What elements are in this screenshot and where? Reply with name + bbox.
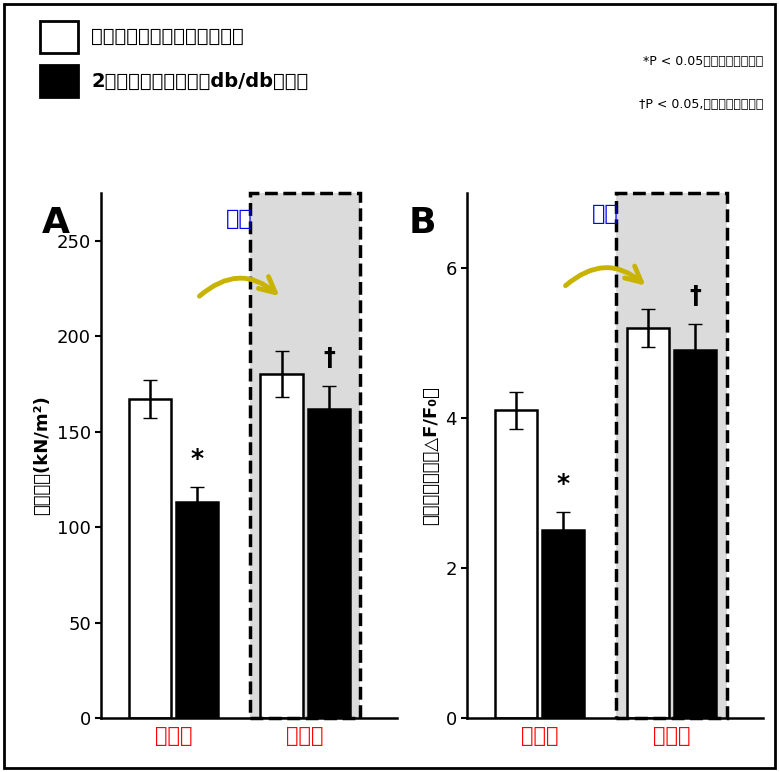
Text: 健康的模型动物（控制小鼠）: 健康的模型动物（控制小鼠）	[91, 27, 244, 46]
Text: *P < 0.05，群组之间的差别: *P < 0.05，群组之间的差别	[643, 56, 763, 68]
Bar	[250, 193, 361, 718]
Bar	[616, 193, 727, 718]
Text: †P < 0.05,与普通群组的比较: †P < 0.05,与普通群组的比较	[639, 98, 763, 110]
Bar	[674, 350, 716, 718]
Text: †: †	[689, 285, 701, 309]
Bar	[626, 328, 668, 718]
Text: 2型糖尿病模型动物（db/db小鼠）: 2型糖尿病模型动物（db/db小鼠）	[91, 72, 308, 90]
Bar	[495, 411, 538, 718]
Bar	[40, 21, 78, 52]
Bar	[250, 193, 361, 718]
Text: 改善: 改善	[226, 209, 253, 229]
Bar	[129, 399, 171, 718]
Y-axis label: 肌肉力量(kN/m²): 肌肉力量(kN/m²)	[33, 395, 51, 516]
Text: *: *	[191, 447, 204, 471]
Bar	[176, 503, 218, 718]
Text: A: A	[42, 206, 70, 240]
Bar	[40, 65, 78, 97]
Bar	[542, 530, 584, 718]
Y-axis label: 细胞内钙离子（△F/F₀）: 细胞内钙离子（△F/F₀）	[422, 386, 440, 525]
Text: 改善: 改善	[592, 204, 619, 224]
Bar	[616, 193, 727, 718]
Text: †: †	[323, 346, 335, 370]
Bar	[308, 408, 350, 718]
Bar	[260, 374, 302, 718]
Text: B: B	[408, 206, 435, 240]
Text: *: *	[557, 472, 570, 496]
